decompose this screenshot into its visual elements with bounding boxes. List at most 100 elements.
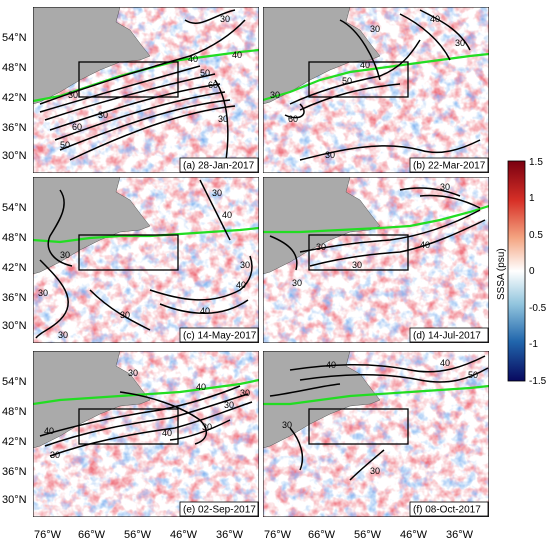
panel-c — [33, 177, 259, 343]
contours — [284, 9, 481, 161]
svg-text:56°W: 56°W — [124, 529, 152, 541]
land-mass — [33, 351, 151, 449]
study-box — [78, 408, 179, 445]
svg-text:48°N: 48°N — [2, 232, 27, 244]
svg-text:30: 30 — [316, 242, 326, 252]
svg-text:54°N: 54°N — [2, 32, 27, 44]
study-box — [308, 61, 409, 98]
svg-text:42°N: 42°N — [2, 262, 27, 274]
panel-f — [263, 351, 489, 517]
land-mass — [33, 7, 151, 105]
svg-text:50: 50 — [200, 68, 210, 78]
svg-text:50: 50 — [342, 76, 352, 86]
lon-labels-left: 76°W 66°W 56°W 46°W 36°W — [34, 529, 244, 541]
svg-text:36°N: 36°N — [2, 122, 27, 134]
contours — [269, 187, 486, 271]
colorbar-tick: -1 — [529, 339, 538, 350]
contour-labels-f: 40 50 40 30 30 — [282, 358, 478, 476]
colorbar: 1.5 1 0.5 0 -0.5 -1 -1.5 SSSA (psu) — [496, 157, 547, 387]
panel-label-a: (a) 28-Jan-2017 — [183, 161, 255, 172]
svg-text:54°N: 54°N — [2, 376, 27, 388]
svg-text:30: 30 — [128, 368, 138, 378]
svg-text:48°N: 48°N — [2, 406, 27, 418]
lat-labels-row1: 54°N 48°N 42°N 36°N 30°N — [2, 32, 27, 162]
svg-text:60: 60 — [288, 114, 298, 124]
contour-labels-e: 30 40 30 40 40 30 30 30 — [44, 368, 250, 460]
svg-text:40: 40 — [430, 14, 440, 24]
svg-text:30: 30 — [218, 114, 228, 124]
svg-text:60: 60 — [208, 80, 218, 90]
panel-a — [33, 7, 259, 173]
svg-text:30°N: 30°N — [2, 494, 27, 506]
svg-text:40: 40 — [440, 358, 450, 368]
svg-text:40: 40 — [236, 280, 246, 290]
svg-text:30: 30 — [282, 420, 292, 430]
svg-text:66°W: 66°W — [308, 529, 336, 541]
svg-text:40: 40 — [326, 360, 336, 370]
svg-text:30: 30 — [270, 90, 280, 100]
front-line — [33, 378, 259, 406]
contours — [35, 179, 253, 339]
front-line — [263, 384, 489, 406]
colorbar-tick: -1.5 — [529, 376, 547, 387]
svg-text:30: 30 — [352, 260, 362, 270]
svg-text:30: 30 — [220, 14, 230, 24]
svg-text:30: 30 — [292, 278, 302, 288]
svg-text:36°N: 36°N — [2, 466, 27, 478]
svg-text:40: 40 — [222, 210, 232, 220]
lon-labels-right: 76°W 66°W 56°W 46°W 36°W — [264, 529, 474, 541]
svg-text:48°N: 48°N — [2, 62, 27, 74]
study-box — [308, 234, 409, 271]
contour-labels-d: 30 30 40 30 30 — [292, 182, 450, 288]
svg-text:30: 30 — [98, 110, 108, 120]
panel-label-d: (d) 14-Jul-2017 — [413, 331, 481, 342]
lat-labels-row2: 54°N 48°N 42°N 36°N 30°N — [2, 202, 27, 332]
svg-text:30: 30 — [60, 250, 70, 260]
svg-text:30: 30 — [240, 388, 250, 398]
svg-text:30: 30 — [120, 310, 130, 320]
svg-text:40: 40 — [420, 240, 430, 250]
panel-label-c: (c) 14-May-2017 — [183, 331, 257, 342]
svg-text:30: 30 — [370, 466, 380, 476]
colorbar-tick: 1 — [529, 193, 535, 204]
svg-text:40: 40 — [188, 54, 198, 64]
front-line — [263, 204, 489, 234]
svg-text:42°N: 42°N — [2, 436, 27, 448]
svg-text:30: 30 — [370, 24, 380, 34]
svg-text:50: 50 — [468, 370, 478, 380]
svg-text:30: 30 — [202, 422, 212, 432]
land-mass — [263, 7, 381, 105]
contour-labels-b: 30 40 50 30 40 30 60 30 — [270, 14, 465, 160]
svg-text:66°W: 66°W — [78, 529, 106, 541]
panel-d — [263, 177, 489, 343]
study-box — [78, 234, 179, 271]
svg-text:46°W: 46°W — [170, 529, 198, 541]
colorbar-tick: 0.5 — [529, 230, 543, 241]
svg-text:30: 30 — [440, 182, 450, 192]
svg-text:40: 40 — [200, 306, 210, 316]
colorbar-tick: -0.5 — [529, 303, 547, 314]
front-line — [33, 226, 259, 244]
contour-labels-a: 30 40 50 60 30 50 60 30 40 30 — [60, 14, 242, 150]
svg-text:30: 30 — [58, 330, 68, 340]
panel-label-b: (b) 22-Mar-2017 — [413, 161, 486, 172]
svg-text:30: 30 — [224, 400, 234, 410]
svg-text:30°N: 30°N — [2, 150, 27, 162]
colorbar-tick: 1.5 — [529, 157, 543, 168]
colorbar-gradient — [507, 160, 526, 382]
svg-text:40: 40 — [44, 426, 54, 436]
svg-text:30: 30 — [38, 288, 48, 298]
contours — [39, 9, 246, 161]
svg-text:76°W: 76°W — [34, 529, 62, 541]
study-box — [308, 408, 409, 445]
panel-label-e: (e) 02-Sep-2017 — [183, 505, 256, 516]
svg-text:40: 40 — [360, 60, 370, 70]
svg-text:30: 30 — [68, 90, 78, 100]
study-box — [78, 61, 179, 98]
svg-text:42°N: 42°N — [2, 92, 27, 104]
panel-b — [263, 7, 489, 173]
svg-text:36°N: 36°N — [2, 292, 27, 304]
svg-text:30°N: 30°N — [2, 320, 27, 332]
svg-text:30: 30 — [325, 150, 335, 160]
svg-text:40: 40 — [196, 382, 206, 392]
